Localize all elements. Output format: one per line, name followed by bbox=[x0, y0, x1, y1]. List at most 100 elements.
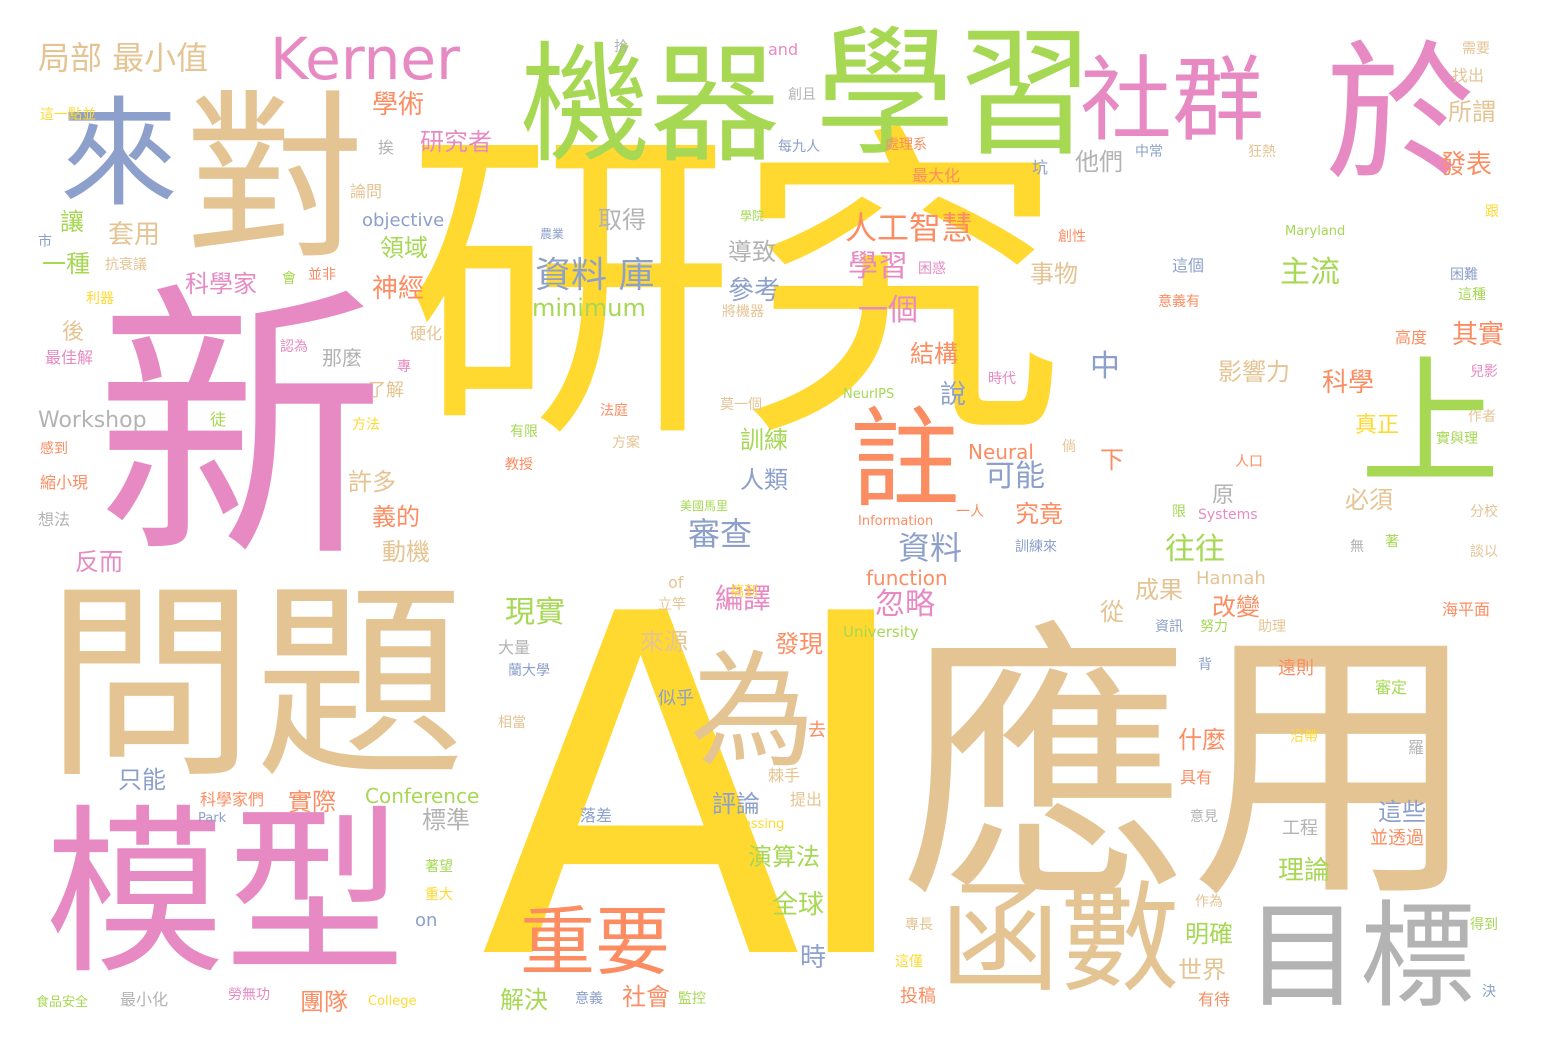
word-luo: 羅 bbox=[1408, 738, 1425, 757]
word-zuidahua: 最大化 bbox=[912, 166, 961, 185]
word-information: Information bbox=[858, 514, 934, 529]
word-tamen: 他們 bbox=[1075, 148, 1123, 176]
word-tu: 徒 bbox=[210, 410, 227, 429]
word-fangfa: 方法 bbox=[352, 417, 380, 433]
word-biaozhun: 標準 bbox=[422, 806, 470, 834]
word-neurips: NeurIPS bbox=[843, 387, 895, 402]
word-moyige: 莫一個 bbox=[720, 397, 762, 413]
word-shidai: 時代 bbox=[988, 371, 1016, 387]
word-on: on bbox=[415, 910, 438, 931]
word-yiren: 一人 bbox=[956, 504, 984, 520]
word-yige: 一個 bbox=[858, 293, 918, 328]
word-bixu: 必須 bbox=[1345, 486, 1393, 514]
word-shiwu: 事物 bbox=[1030, 260, 1078, 288]
word-zhaochu: 找出 bbox=[1452, 66, 1485, 85]
word-ligan: 立竿 bbox=[658, 597, 686, 613]
word-gen: 跟 bbox=[1485, 204, 1499, 220]
word-processing: Processing bbox=[715, 817, 785, 832]
word-jue: 決 bbox=[1482, 984, 1496, 1000]
word-xunlian: 訓練 bbox=[740, 426, 788, 454]
word-xia: 下 bbox=[1100, 446, 1124, 474]
word-shi3: 市 bbox=[38, 234, 52, 250]
word-zhuwang: 著望 bbox=[425, 859, 453, 875]
word-tanyi: 談以 bbox=[1470, 544, 1498, 560]
word-rang: 讓 bbox=[60, 208, 84, 236]
word-zhong: 中 bbox=[1090, 349, 1120, 384]
word-yide: 義的 bbox=[372, 503, 420, 531]
word-cankao: 參考 bbox=[728, 276, 781, 306]
word-qu: 去 bbox=[808, 720, 826, 741]
word-hulue: 忽略 bbox=[875, 587, 935, 622]
word-lai: 來 bbox=[60, 85, 179, 223]
word-gaodu: 高度 bbox=[1395, 328, 1428, 347]
word-ziliaoku: 資料 庫 bbox=[535, 255, 655, 296]
word-meijiuren: 每九人 bbox=[778, 139, 820, 155]
word-chuangxing: 創性 bbox=[1058, 229, 1086, 245]
word-chulixi: 處理系 bbox=[885, 137, 927, 153]
word-yanjiu: 研究 bbox=[405, 98, 1065, 482]
word-local-min: 局部 最小值 bbox=[38, 39, 209, 77]
word-nuli: 努力 bbox=[1200, 619, 1228, 635]
word-xuexi: 學習 bbox=[815, 13, 1096, 176]
word-gongcheng: 工程 bbox=[1282, 818, 1318, 839]
word-xiangfa: 想法 bbox=[38, 510, 71, 529]
word-shiyuli: 實與理 bbox=[1436, 431, 1478, 447]
word-renlei: 人類 bbox=[740, 466, 788, 494]
word-zhezhong: 這種 bbox=[1458, 287, 1486, 303]
word-fabiao: 發表 bbox=[1440, 150, 1493, 180]
word-chuangqie: 創且 bbox=[788, 87, 816, 103]
word-yizhong: 一種 bbox=[42, 250, 90, 278]
word-xueyuan: 學院 bbox=[740, 209, 765, 223]
word-fating: 法庭 bbox=[600, 403, 628, 419]
word-kerner: Kerner bbox=[270, 25, 460, 93]
word-tichu: 提出 bbox=[790, 790, 823, 809]
word-tuandui: 團隊 bbox=[300, 988, 348, 1016]
word-yingxiangli: 影響力 bbox=[1218, 358, 1290, 386]
word-xianshi: 現實 bbox=[505, 595, 565, 630]
word-renkou: 人口 bbox=[1235, 454, 1263, 470]
word-faner: 反而 bbox=[75, 548, 123, 576]
word-zheyidianbing: 這一點並 bbox=[40, 107, 96, 123]
word-gandao: 感到 bbox=[40, 441, 68, 457]
word-kangshuaiyi: 抗衰議 bbox=[105, 257, 147, 273]
word-luocha: 落差 bbox=[580, 806, 613, 825]
word-shending: 審定 bbox=[1375, 678, 1408, 697]
word-minimum: minimum bbox=[532, 294, 646, 322]
word-zuixiaohua: 最小化 bbox=[120, 990, 169, 1009]
word-erying: 兒影 bbox=[1470, 364, 1498, 380]
word-jishou: 棘手 bbox=[768, 766, 801, 785]
word-wei: 為 bbox=[690, 640, 815, 785]
word-xuduo: 許多 bbox=[348, 468, 396, 496]
word-hou: 後 bbox=[62, 320, 85, 345]
word-zhu: 註 bbox=[850, 396, 960, 524]
word-taoyong: 套用 bbox=[108, 220, 161, 250]
word-chengguo: 成果 bbox=[1135, 576, 1183, 604]
word-gaodao: 搞到 bbox=[730, 584, 758, 600]
word-daozhi: 導致 bbox=[728, 238, 776, 266]
word-college: College bbox=[368, 994, 417, 1009]
word-shi: 時 bbox=[800, 943, 827, 973]
word-kunnan: 困難 bbox=[1450, 267, 1478, 283]
word-meiguomali: 美國馬里 bbox=[680, 499, 729, 513]
word-conference: Conference bbox=[365, 784, 480, 808]
word-yansuanfa: 演算法 bbox=[748, 843, 820, 871]
word-of: of bbox=[668, 573, 684, 592]
word-zhuo: 著 bbox=[1385, 534, 1399, 550]
word-yiyi: 意義 bbox=[575, 991, 603, 1007]
word-shuo: 說 bbox=[940, 380, 967, 410]
word-faxian: 發現 bbox=[775, 630, 823, 658]
word-hanshu: 函數 bbox=[940, 870, 1180, 1009]
word-zhongyao: 重要 bbox=[520, 898, 671, 986]
word-wangwang: 往往 bbox=[1165, 532, 1225, 567]
word-ai: AI bbox=[480, 516, 920, 1052]
word-mingque: 明確 bbox=[1185, 920, 1233, 948]
word-quanqiu: 全球 bbox=[772, 890, 825, 920]
word-moxing: 模型 bbox=[45, 790, 406, 999]
word-ai2: 挨 bbox=[378, 138, 395, 157]
word-function: function bbox=[866, 566, 948, 590]
word-university: University bbox=[843, 623, 919, 641]
word-juyou: 具有 bbox=[1180, 768, 1213, 787]
word-lilun: 理論 bbox=[1278, 856, 1331, 886]
word-yijian: 意見 bbox=[1190, 809, 1218, 825]
